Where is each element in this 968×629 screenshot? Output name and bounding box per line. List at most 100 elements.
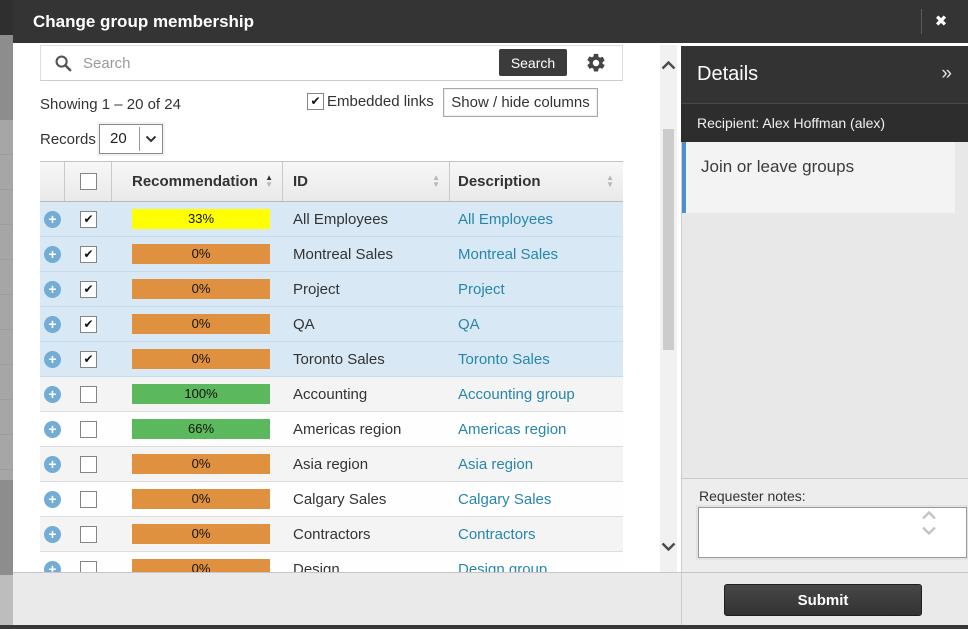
collapse-panel-icon[interactable]: »: [941, 63, 952, 84]
row-checkbox[interactable]: ✔: [80, 280, 97, 298]
gear-icon[interactable]: [585, 52, 607, 74]
group-description-link[interactable]: Toronto Sales: [458, 350, 550, 368]
row-checkbox[interactable]: ✔: [80, 315, 97, 333]
details-body: Join or leave groups: [681, 142, 968, 478]
sort-icons: ▲ ▼: [432, 172, 440, 189]
row-checkbox[interactable]: ✔: [80, 210, 97, 228]
group-description-link[interactable]: Montreal Sales: [458, 245, 559, 263]
expand-row-icon[interactable]: +: [44, 245, 61, 263]
scroll-down-icon[interactable]: [661, 538, 676, 556]
expand-row-icon[interactable]: +: [44, 350, 61, 368]
table-row[interactable]: + 100% Accounting Accounting group: [40, 377, 623, 412]
requester-notes-input[interactable]: [698, 507, 967, 558]
group-id: Calgary Sales: [293, 490, 387, 508]
group-id: Americas region: [293, 420, 402, 438]
expand-row-icon[interactable]: +: [44, 560, 61, 572]
table-row[interactable]: + 0% Contractors Contractors: [40, 517, 623, 552]
group-description-link[interactable]: Accounting group: [458, 385, 575, 403]
dialog-header: Change group membership ✖: [13, 0, 968, 43]
table-row[interactable]: + ✔ 33% All Employees All Employees: [40, 202, 623, 237]
group-id: Asia region: [293, 455, 369, 473]
group-description-link[interactable]: Project: [458, 280, 505, 298]
select-all-checkbox[interactable]: [79, 173, 97, 190]
requester-notes-section: Requester notes:: [681, 478, 968, 572]
expand-row-icon[interactable]: +: [44, 315, 61, 333]
expand-row-icon[interactable]: +: [44, 385, 61, 403]
details-title: Details: [697, 63, 759, 85]
groups-table: Recommendation ▲ ▼ ID ▲ ▼ Desc: [40, 161, 623, 572]
group-description-link[interactable]: Contractors: [458, 525, 536, 543]
row-checkbox[interactable]: [80, 420, 97, 438]
expand-column-header: [40, 162, 65, 201]
column-header-description[interactable]: Description ▲ ▼: [458, 172, 614, 190]
row-checkbox[interactable]: [80, 385, 97, 403]
details-header: Details »: [681, 46, 968, 103]
recommendation-bar: 33%: [132, 209, 270, 229]
table-row[interactable]: + ✔ 0% Toronto Sales Toronto Sales: [40, 342, 623, 377]
recommendation-bar: 66%: [132, 419, 270, 439]
group-id: Montreal Sales: [293, 245, 394, 263]
table-row[interactable]: + ✔ 0% Project Project: [40, 272, 623, 307]
scroll-up-icon[interactable]: [661, 57, 676, 75]
embedded-links-toggle[interactable]: ✔ Embedded links: [307, 93, 434, 110]
group-id: Project: [293, 280, 340, 298]
row-checkbox[interactable]: ✔: [80, 350, 97, 368]
recommendation-bar: 0%: [132, 559, 270, 572]
showing-count: Showing 1 – 20 of 24: [40, 96, 181, 113]
sort-icons: ▲ ▼: [265, 172, 273, 189]
row-checkbox[interactable]: [80, 525, 97, 543]
group-description-link[interactable]: Asia region: [458, 455, 534, 473]
expand-row-icon[interactable]: +: [44, 525, 61, 543]
table-row[interactable]: + 0% Calgary Sales Calgary Sales: [40, 482, 623, 517]
group-description-link[interactable]: Design group: [458, 560, 548, 573]
vertical-scrollbar[interactable]: [660, 45, 677, 572]
records-label: Records: [40, 131, 96, 148]
select-all-column-header[interactable]: [65, 162, 112, 201]
records-per-page-select[interactable]: 20: [99, 124, 163, 154]
group-id: Design: [293, 560, 340, 573]
scrollbar-thumb[interactable]: [663, 129, 674, 350]
table-row[interactable]: + 0% Asia region Asia region: [40, 447, 623, 482]
group-description-link[interactable]: QA: [458, 315, 480, 333]
column-header-id[interactable]: ID ▲ ▼: [283, 162, 450, 201]
group-id: All Employees: [293, 210, 389, 228]
group-description-link[interactable]: All Employees: [458, 210, 554, 228]
submit-button[interactable]: Submit: [724, 584, 922, 616]
table-header-row: Recommendation ▲ ▼ ID ▲ ▼ Desc: [40, 161, 623, 202]
requester-notes-label: Requester notes:: [699, 488, 806, 504]
table-row[interactable]: + 0% Design Design group: [40, 552, 623, 572]
close-icon[interactable]: ✖: [934, 13, 948, 30]
expand-row-icon[interactable]: +: [44, 490, 61, 508]
group-description-link[interactable]: Americas region: [458, 420, 567, 438]
expand-row-icon[interactable]: +: [44, 210, 61, 228]
show-hide-columns-button[interactable]: Show / hide columns: [443, 88, 598, 117]
records-selected-value: 20: [110, 130, 127, 147]
search-bar: Search: [40, 45, 623, 81]
row-checkbox[interactable]: ✔: [80, 245, 97, 263]
table-row[interactable]: + 66% Americas region Americas region: [40, 412, 623, 447]
group-description-link[interactable]: Calgary Sales: [458, 490, 552, 508]
expand-row-icon[interactable]: +: [44, 420, 61, 438]
dimmed-background: [0, 0, 13, 625]
row-checkbox[interactable]: [80, 560, 97, 572]
action-item[interactable]: Join or leave groups: [682, 142, 955, 213]
search-icon: [54, 54, 73, 78]
row-checkbox[interactable]: [80, 490, 97, 508]
table-row[interactable]: + ✔ 0% Montreal Sales Montreal Sales: [40, 237, 623, 272]
recommendation-bar: 0%: [132, 314, 270, 334]
recommendation-bar: 0%: [132, 524, 270, 544]
footer-divider: [681, 573, 682, 625]
search-button[interactable]: Search: [499, 49, 567, 76]
embedded-links-checkbox[interactable]: ✔: [307, 93, 324, 110]
column-header-recommendation[interactable]: Recommendation ▲ ▼: [112, 162, 283, 201]
row-checkbox[interactable]: [80, 455, 97, 473]
recommendation-bar: 0%: [132, 349, 270, 369]
expand-row-icon[interactable]: +: [44, 280, 61, 298]
table-row[interactable]: + ✔ 0% QA QA: [40, 307, 623, 342]
recommendation-bar: 0%: [132, 279, 270, 299]
search-input[interactable]: [81, 50, 455, 76]
dialog-footer: Submit: [13, 572, 968, 625]
expand-row-icon[interactable]: +: [44, 455, 61, 473]
group-list-pane: Search Showing 1 – 20 of 24 ✔ Embedded l…: [13, 43, 681, 572]
